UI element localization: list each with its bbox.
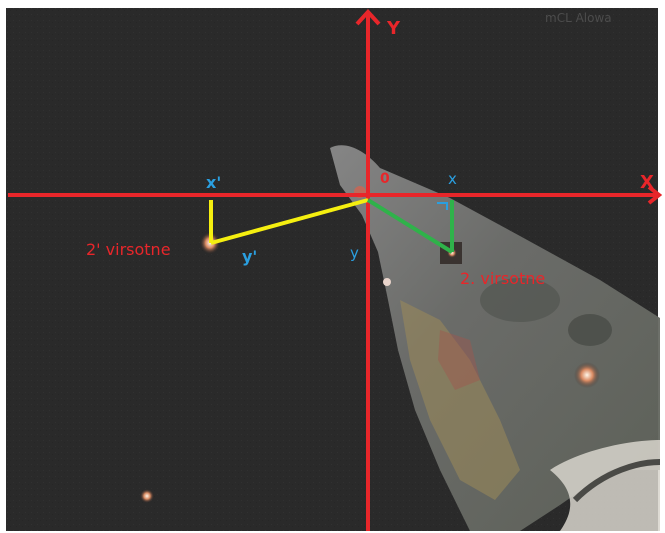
hypotenuse-line <box>366 198 454 254</box>
origin-label: 0 <box>380 171 390 187</box>
y-prime-label: y' <box>242 247 257 266</box>
x-label: x <box>448 170 457 188</box>
x-axis-arrow <box>647 185 663 205</box>
yellow-measure <box>209 198 369 245</box>
cell-small <box>383 278 391 286</box>
y-axis-arrow <box>355 9 381 26</box>
y-label: y <box>350 244 359 262</box>
x-prime-label: x' <box>206 173 221 192</box>
right-angle-marker <box>437 202 448 210</box>
axes <box>8 9 663 531</box>
cell-bottom-left <box>140 489 154 503</box>
y-axis-label: Y <box>386 18 401 39</box>
specimen-wedge <box>330 145 661 531</box>
x-axis-label: X <box>640 172 654 193</box>
point-2-label: 2. virsotne <box>460 269 545 288</box>
y-prime-line <box>210 198 369 245</box>
green-measure <box>366 198 454 254</box>
point-2-prime-label: 2' virsotne <box>86 240 171 259</box>
watermark-text: mCL Alowa <box>545 11 612 25</box>
cell-right <box>574 362 600 388</box>
